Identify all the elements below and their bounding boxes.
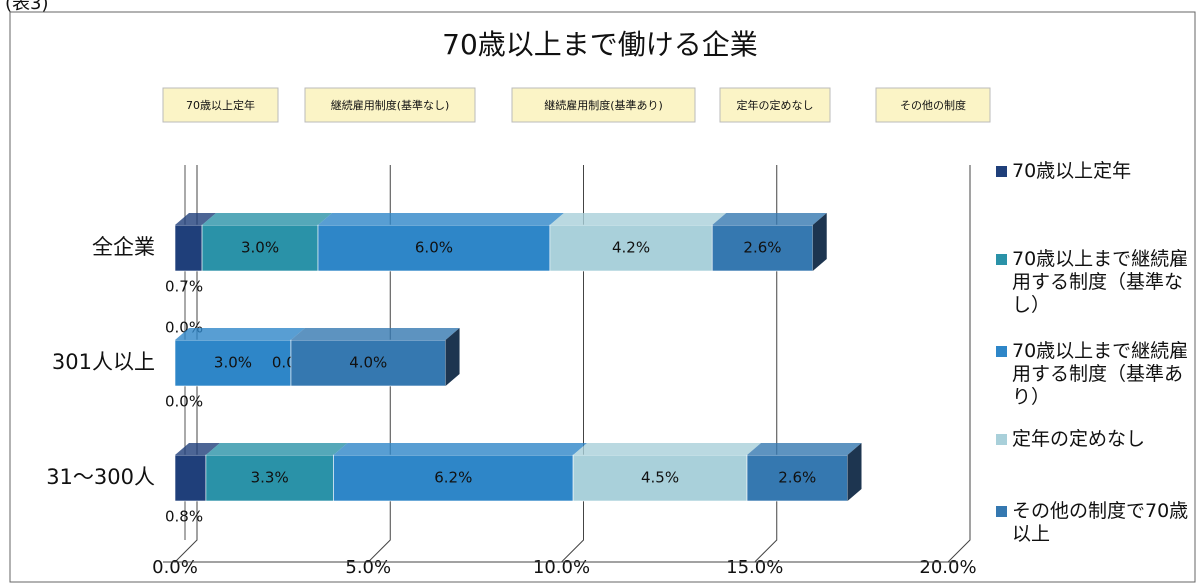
annotation-box — [304, 87, 476, 123]
annotation: 継続雇用制度(基準なし) — [331, 98, 450, 112]
y-tick-label: 301人以上 — [52, 350, 155, 374]
chart-title: 70歳以上まで働ける企業 — [442, 28, 758, 61]
grid-line — [174, 165, 198, 563]
legend-label: 70歳以上定年 — [1012, 160, 1132, 182]
data-label: 3.3% — [251, 469, 289, 487]
bar-top — [290, 328, 460, 340]
legend-entry: 70歳以上まで継続雇用する制度（基準あり） — [996, 340, 1192, 409]
bar-top — [573, 443, 762, 455]
legend-swatch — [996, 166, 1007, 177]
bar-side — [812, 213, 827, 271]
bar-side — [847, 443, 862, 501]
legend-entry: 70歳以上まで継続雇用する制度（基準なし） — [996, 248, 1192, 317]
grid-line — [754, 165, 778, 563]
bar-top — [175, 213, 217, 225]
x-tick-label: 15.0% — [726, 557, 783, 578]
legend-swatch — [996, 506, 1007, 517]
legend-entry: 定年の定めなし — [996, 428, 1192, 451]
bar-segment — [711, 224, 814, 272]
legend-swatch — [996, 434, 1007, 445]
annotation: 70歳以上定年 — [186, 98, 255, 112]
data-label: 4.0% — [349, 354, 387, 372]
annotation-box — [719, 87, 831, 123]
bar-top — [747, 443, 862, 455]
bar-top — [175, 328, 305, 340]
bar-top — [712, 213, 827, 225]
annotation-box — [162, 87, 279, 123]
data-label: 0.0% — [165, 393, 203, 411]
bar-segment — [290, 339, 446, 387]
x-tick-label: 20.0% — [919, 557, 976, 578]
x-tick-label: 0.0% — [152, 557, 198, 578]
y-tick-label: 31～300人 — [46, 465, 155, 489]
legend-label: 70歳以上まで継続雇用する制度（基準あり） — [1012, 340, 1189, 408]
annotation: 定年の定めなし — [737, 98, 814, 112]
annotation-box — [875, 87, 991, 123]
data-label: 6.0% — [415, 239, 453, 257]
bar-top — [202, 213, 333, 225]
grid-line — [561, 165, 584, 563]
legend-label: 定年の定めなし — [1012, 428, 1146, 450]
legend-swatch — [996, 254, 1007, 265]
bar-segment — [746, 454, 848, 502]
bar-top — [318, 213, 564, 225]
data-label: 4.5% — [641, 469, 679, 487]
data-label: 2.6% — [778, 469, 816, 487]
bar-segment — [317, 224, 551, 272]
bar-segment — [549, 224, 713, 272]
bar-segment — [205, 454, 334, 502]
annotation: 継続雇用制度(基準あり) — [544, 98, 663, 112]
data-label: 3.0% — [241, 239, 279, 257]
bar-side — [445, 328, 460, 386]
data-label: 3.0% — [214, 354, 252, 372]
bar-segment — [174, 454, 207, 502]
frame — [9, 11, 1196, 583]
note: (表3) — [5, 0, 49, 14]
data-label: 4.2% — [612, 239, 650, 257]
bar-top — [549, 213, 727, 225]
y-tick-label: 全企業 — [92, 235, 155, 259]
x-tick-label: 10.0% — [533, 557, 590, 578]
data-label: 6.2% — [434, 469, 472, 487]
bar-top — [175, 443, 220, 455]
data-label: 0.7% — [165, 278, 203, 296]
data-label: 2.6% — [743, 239, 781, 257]
legend-entry: その他の制度で70歳以上 — [996, 500, 1192, 546]
legend-entry: 70歳以上定年 — [996, 160, 1192, 183]
grid-line — [367, 165, 391, 563]
bar-segment — [174, 224, 203, 272]
legend-swatch — [996, 346, 1007, 357]
grid-line — [947, 165, 971, 563]
annotation-box — [511, 87, 696, 123]
bar-segment — [201, 224, 319, 272]
bar-top — [333, 443, 588, 455]
x-tick-label: 5.0% — [345, 557, 391, 578]
legend-label: その他の制度で70歳以上 — [1012, 500, 1189, 545]
data-label: 0.8% — [165, 508, 203, 526]
bar-top — [205, 443, 348, 455]
bar-segment — [174, 339, 292, 387]
annotation: その他の制度 — [900, 98, 966, 112]
legend-label: 70歳以上まで継続雇用する制度（基準なし） — [1012, 248, 1189, 316]
